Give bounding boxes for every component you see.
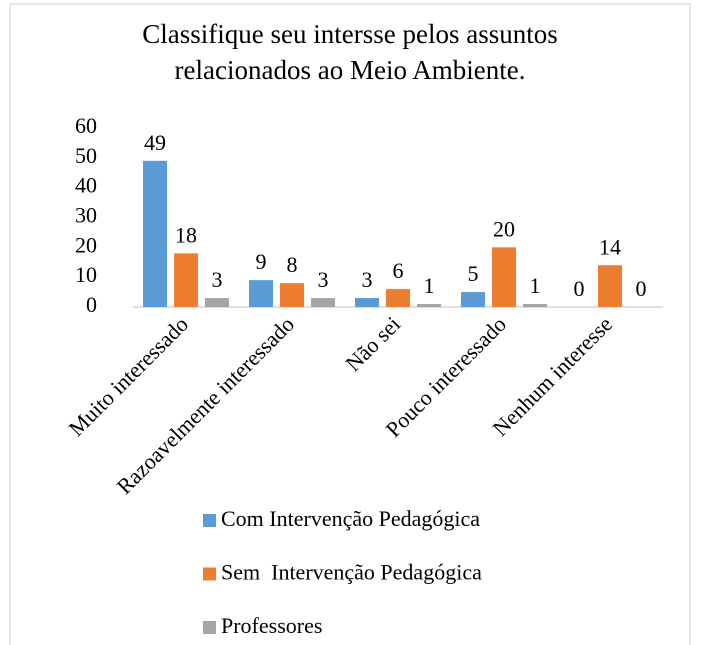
legend-label: Sem Intervenção Pedagógica <box>221 560 482 585</box>
y-tick-label: 20 <box>75 232 97 257</box>
y-tick-label: 60 <box>75 113 97 138</box>
value-label: 0 <box>636 276 647 301</box>
chart-frame <box>9 3 691 645</box>
value-label: 5 <box>468 261 479 286</box>
bar <box>355 298 379 307</box>
legend-swatch <box>203 621 216 634</box>
bar <box>386 289 410 307</box>
value-label: 3 <box>212 267 223 292</box>
value-label: 0 <box>574 276 585 301</box>
bar <box>174 253 198 307</box>
x-tick-label: Razoavelmente interessado <box>112 311 299 498</box>
legend-swatch <box>203 514 216 527</box>
value-label: 6 <box>393 258 404 283</box>
bar <box>523 304 547 307</box>
bar <box>205 298 229 307</box>
value-label: 1 <box>424 273 435 298</box>
value-label: 1 <box>530 273 541 298</box>
value-label: 3 <box>362 267 373 292</box>
value-label: 20 <box>493 216 515 241</box>
bar <box>311 298 335 307</box>
bar <box>492 247 516 307</box>
bar <box>143 160 167 307</box>
bar <box>461 292 485 307</box>
y-tick-label: 50 <box>75 143 97 168</box>
bar <box>598 265 622 307</box>
chart-title: Classifique seu intersse pelos assuntos … <box>142 19 558 85</box>
y-tick-label: 0 <box>86 292 97 317</box>
value-label: 18 <box>175 222 197 247</box>
bar <box>280 283 304 307</box>
value-label: 49 <box>144 130 166 155</box>
legend-label: Com Intervenção Pedagógica <box>221 506 480 531</box>
value-label: 9 <box>256 249 267 274</box>
legend-swatch <box>203 567 216 581</box>
y-tick-label: 40 <box>75 173 97 198</box>
value-label: 14 <box>599 234 621 259</box>
x-tick-label: Não sei <box>340 311 405 376</box>
bar <box>249 280 273 307</box>
legend-label: Professores <box>221 613 322 638</box>
value-label: 3 <box>318 267 329 292</box>
y-tick-label: 30 <box>75 203 97 228</box>
y-tick-label: 10 <box>75 262 97 287</box>
value-label: 8 <box>287 252 298 277</box>
bar <box>417 304 441 307</box>
